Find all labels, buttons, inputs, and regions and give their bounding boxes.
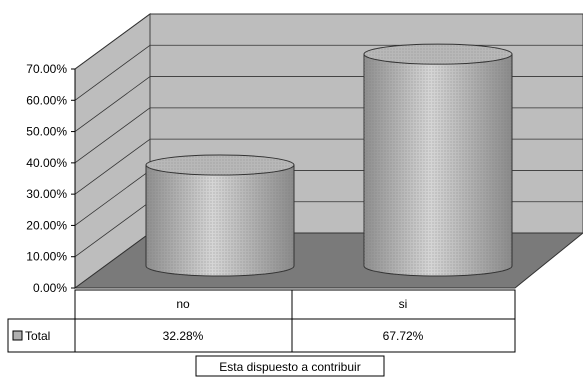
x-axis-title: Esta dispuesto a contribuir xyxy=(219,360,360,374)
bar-si xyxy=(363,43,513,277)
legend-series-name: Total xyxy=(25,329,50,343)
gridline xyxy=(74,76,151,132)
x-axis-title-box xyxy=(195,355,385,377)
y-tick-label: 10.00% xyxy=(26,250,67,264)
y-tick-label: 30.00% xyxy=(26,187,67,201)
y-tick-label: 70.00% xyxy=(26,62,67,76)
bar-no xyxy=(145,154,295,277)
gridline xyxy=(74,170,151,226)
gridline xyxy=(74,44,151,101)
bar-top-texture xyxy=(364,44,512,65)
data-table-header-row xyxy=(74,289,516,320)
gridline xyxy=(74,201,151,258)
y-tick-label: 0.00% xyxy=(33,281,67,295)
y-tick-label: 40.00% xyxy=(26,156,67,170)
gridline xyxy=(74,107,151,164)
gridline xyxy=(74,13,151,70)
y-tick-label: 20.00% xyxy=(26,218,67,232)
legend-key xyxy=(12,330,23,341)
y-tick-label: 50.00% xyxy=(26,125,67,139)
bar-texture xyxy=(146,165,294,276)
category-label: no xyxy=(176,297,190,311)
y-tick-label: 60.00% xyxy=(26,93,67,107)
category-label: si xyxy=(399,297,408,311)
bar-texture xyxy=(364,54,512,276)
value-label: 32.28% xyxy=(163,329,204,343)
bar-top-texture xyxy=(146,155,294,176)
value-label: 67.72% xyxy=(383,329,424,343)
data-table-value-row xyxy=(7,318,516,353)
gridline xyxy=(74,138,151,195)
